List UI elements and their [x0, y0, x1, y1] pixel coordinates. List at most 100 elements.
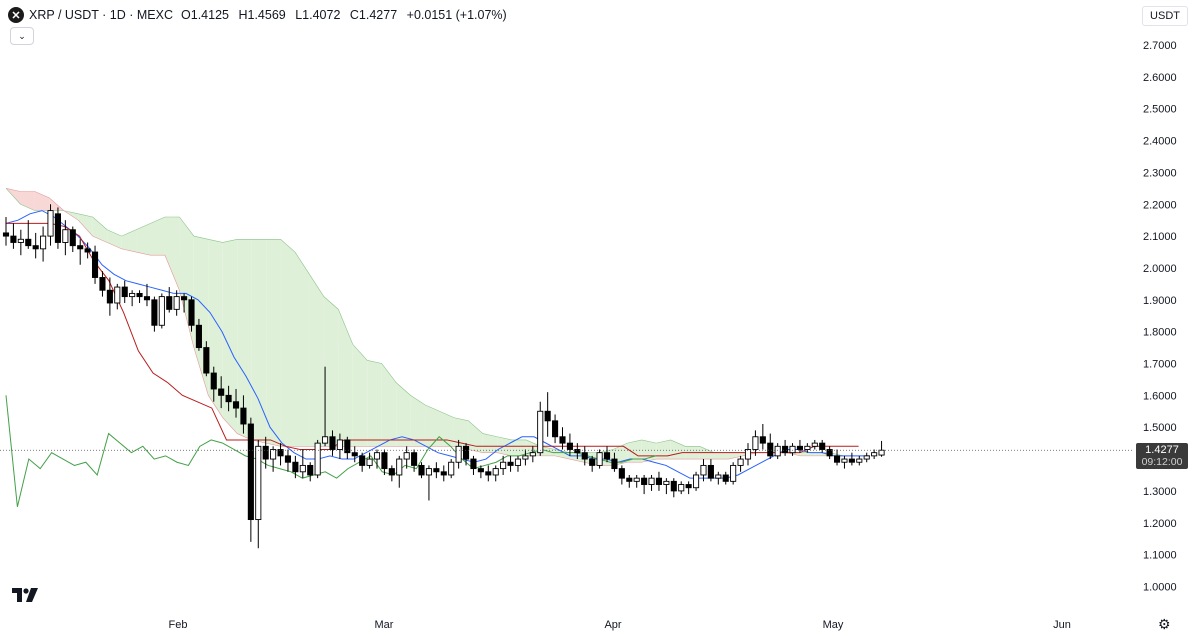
close-value: 1.4277: [358, 8, 398, 22]
candle: [566, 433, 573, 456]
settings-gear-icon[interactable]: ⚙: [1158, 616, 1171, 632]
candle: [136, 290, 143, 303]
candle-body: [529, 452, 536, 457]
cloud-segment: [425, 404, 440, 447]
candle-body: [648, 477, 655, 485]
cloud-segment: [251, 239, 267, 444]
candle-body: [173, 296, 180, 310]
candle: [344, 436, 351, 460]
candle-body: [537, 410, 544, 454]
candle: [359, 452, 366, 472]
candle: [730, 462, 737, 485]
collapse-legend-button[interactable]: ⌄: [10, 27, 34, 45]
candle: [856, 455, 863, 466]
candle-body: [425, 468, 432, 476]
candle-body: [685, 484, 692, 489]
candle-body: [796, 445, 803, 450]
cloud-segment: [323, 296, 339, 447]
cloud-segment: [381, 363, 397, 447]
candle-body: [626, 477, 633, 482]
candle-body: [700, 464, 707, 476]
candle-body: [366, 458, 373, 466]
candle: [411, 449, 418, 472]
candle-body: [262, 445, 269, 460]
candle: [448, 459, 455, 479]
candle: [232, 388, 240, 418]
candle: [329, 430, 336, 456]
price-tick-label: 1.6000: [1143, 390, 1177, 402]
candle: [833, 449, 841, 466]
candle: [693, 471, 700, 491]
candle: [871, 449, 878, 460]
price-tick-label: 2.5000: [1143, 104, 1177, 116]
candle-body: [203, 347, 210, 374]
open-label: O: [181, 8, 191, 22]
candle-body: [166, 296, 173, 310]
leading-span-b: [5, 188, 859, 466]
candle-body: [737, 458, 744, 466]
candle: [700, 459, 707, 482]
candle: [99, 271, 106, 297]
candle: [418, 462, 425, 479]
cloud-segment: [280, 239, 295, 447]
candle-body: [752, 436, 759, 450]
candle-body: [603, 452, 611, 460]
price-tick-label: 1.2000: [1143, 518, 1177, 530]
candle-body: [143, 296, 151, 301]
candle-body: [129, 292, 136, 298]
last-price-value: 1.4277: [1145, 444, 1179, 456]
candle: [811, 439, 818, 450]
candle: [129, 290, 136, 307]
candle-body: [767, 442, 774, 457]
currency-button[interactable]: USDT: [1142, 6, 1188, 26]
candle: [388, 465, 395, 482]
candle-body: [730, 464, 737, 482]
price-tick-label: 2.2000: [1143, 199, 1177, 211]
candle: [789, 443, 796, 456]
candle: [782, 439, 789, 456]
bar-countdown: 09:12:00: [1141, 456, 1183, 468]
candle-body: [522, 455, 529, 460]
candle-body: [54, 213, 61, 243]
candle: [225, 385, 232, 412]
candle: [589, 455, 596, 472]
cloud-segment: [20, 191, 35, 211]
candle: [529, 446, 536, 463]
candle-body: [373, 452, 381, 460]
candle-body: [759, 436, 766, 444]
tradingview-logo-icon[interactable]: [12, 588, 38, 606]
price-tick-label: 2.0000: [1143, 263, 1177, 275]
candle: [121, 280, 128, 303]
candle-body: [314, 442, 321, 476]
candle-body: [307, 464, 314, 476]
candle-body: [77, 245, 84, 250]
candle-body: [841, 458, 848, 463]
candle: [166, 287, 173, 313]
price-axis[interactable]: 2.7000 2.6000 2.5000 2.4000 2.3000 2.2000 2.10…: [1143, 40, 1177, 593]
candle-body: [514, 458, 522, 466]
cloud-segment: [396, 382, 411, 447]
cloud-segment: [511, 439, 527, 456]
time-axis[interactable]: Feb Mar Apr May Jun: [169, 619, 1071, 631]
symbol-title[interactable]: XRP / USDT · 1D · MEXC: [29, 8, 174, 22]
candle-body: [789, 445, 796, 454]
time-tick-label: Jun: [1053, 619, 1071, 631]
cloud-segment: [338, 309, 353, 447]
candle: [188, 296, 195, 332]
candle-body: [351, 452, 358, 457]
candle: [47, 204, 54, 246]
candle-body: [633, 477, 640, 482]
candle-body: [670, 480, 677, 492]
cloud-segment: [439, 411, 454, 447]
price-tick-label: 1.8000: [1143, 327, 1177, 339]
candle: [670, 478, 677, 498]
candle-body: [359, 455, 366, 466]
candle-body: [589, 458, 596, 466]
candle: [240, 395, 247, 434]
chevron-down-icon: ⌄: [18, 30, 26, 41]
candle: [715, 471, 722, 485]
candle: [366, 452, 373, 469]
cloud-segment: [627, 439, 642, 463]
candle: [722, 471, 729, 485]
